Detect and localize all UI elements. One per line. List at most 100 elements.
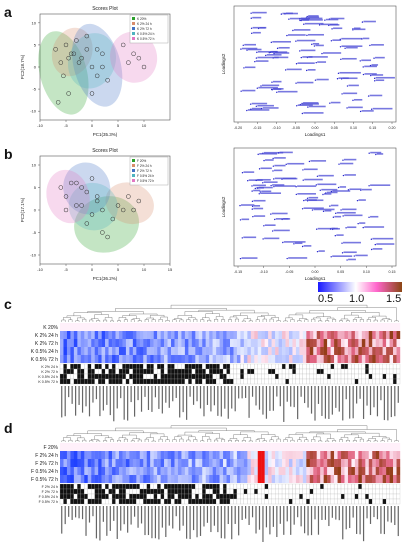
loading-point: [240, 48, 242, 50]
significance-cell: [264, 368, 269, 375]
significance-cell: [229, 483, 234, 490]
heat-cell: [330, 451, 335, 459]
y-tick-label: -10: [30, 109, 37, 114]
significance-cell: [101, 498, 106, 505]
dendrogram-branch: [261, 434, 276, 439]
significance-cell: [264, 483, 269, 490]
heat-cell: [94, 323, 99, 331]
compound-label: [220, 506, 222, 539]
loading-label: [287, 34, 306, 36]
heat-cell: [327, 339, 331, 347]
dendrogram-branch: [179, 319, 184, 322]
heat-cell: [233, 443, 238, 451]
heat-cell: [327, 331, 331, 339]
score-point: [55, 100, 61, 105]
significance-cell: [108, 368, 113, 375]
significance-cell: [389, 368, 394, 375]
heat-cell: [295, 323, 300, 331]
heat-cell: [132, 323, 137, 331]
significance-cell: [375, 373, 380, 380]
heat-cell: [327, 459, 331, 467]
legend-swatch: [132, 164, 135, 167]
heat-cell: [122, 451, 127, 459]
significance-cell: [285, 368, 290, 375]
loading-point: [271, 230, 274, 232]
significance-cell: [302, 378, 307, 385]
significance-cell: [87, 378, 92, 385]
significance-cell: [216, 368, 220, 375]
significance-cell: [150, 488, 154, 495]
significance-cell: [337, 488, 342, 495]
heat-cell: [271, 347, 276, 355]
heat-cell: [63, 347, 68, 355]
loading-label: [358, 199, 366, 201]
heat-cell: [202, 451, 206, 459]
compound-label: [81, 386, 84, 413]
legend-box: [129, 14, 169, 44]
significance-cell: [361, 483, 366, 490]
loading-point: [370, 248, 373, 251]
heat-cell: [87, 339, 92, 347]
significance-cell: [101, 378, 106, 385]
compound-label: [109, 386, 111, 416]
significance-cell: [153, 363, 158, 370]
heat-cell: [240, 347, 245, 355]
heat-cell: [91, 331, 95, 339]
compound-label: [102, 386, 104, 411]
significance-cell: [70, 373, 74, 380]
dendrogram-branch: [118, 437, 127, 441]
heat-cell: [94, 443, 99, 451]
significance-cell: [344, 378, 349, 385]
confidence-ellipse: [67, 33, 117, 89]
heat-cell: [191, 475, 196, 483]
heat-cell: [209, 459, 213, 467]
heat-cell: [372, 467, 376, 475]
score-point: [89, 91, 95, 96]
significance-cell: [202, 363, 206, 370]
heat-cell: [347, 347, 352, 355]
legend-swatch: [132, 159, 135, 162]
significance-cell: [87, 368, 92, 375]
loading-point: [373, 77, 376, 80]
significance-cell: [216, 493, 220, 500]
heat-cell: [66, 323, 71, 331]
heat-cell: [309, 331, 314, 339]
heat-cell: [295, 347, 300, 355]
heat-cell: [230, 347, 234, 355]
significance-cell: [358, 498, 362, 505]
compound-label: [186, 386, 188, 420]
loading-point: [361, 21, 364, 23]
heat-cell: [101, 323, 106, 331]
significance-cell: [153, 483, 158, 490]
compound-label: [220, 386, 222, 417]
loading-label: [372, 248, 383, 250]
heat-cell: [205, 355, 210, 363]
significance-cell: [365, 483, 369, 490]
heat-cell: [177, 475, 182, 483]
compound-label: [380, 386, 382, 401]
significance-cell: [115, 378, 120, 385]
heat-cell: [393, 451, 397, 459]
loading-label: [253, 215, 266, 217]
loading-point: [346, 259, 348, 261]
significance-cell: [219, 378, 224, 385]
heat-cell: [382, 451, 387, 459]
significance-cell: [275, 483, 279, 490]
dendrogram-branch: [318, 440, 323, 442]
significance-cell: [122, 378, 127, 385]
dendrogram-branch: [144, 319, 149, 322]
compound-label: [307, 386, 309, 408]
heat-cell: [91, 451, 95, 459]
significance-cell: [98, 488, 102, 495]
x-tick-label: 0.00: [312, 126, 319, 130]
heat-cell: [216, 339, 220, 347]
loading-label: [300, 19, 323, 21]
significance-cell: [327, 363, 331, 370]
heat-cell: [278, 331, 283, 339]
loading-point: [301, 112, 304, 115]
heat-cell: [358, 459, 363, 467]
dendrogram-branch: [285, 317, 293, 321]
loading-point: [270, 213, 272, 215]
significance-cell: [268, 493, 272, 500]
heat-cell: [174, 339, 179, 347]
